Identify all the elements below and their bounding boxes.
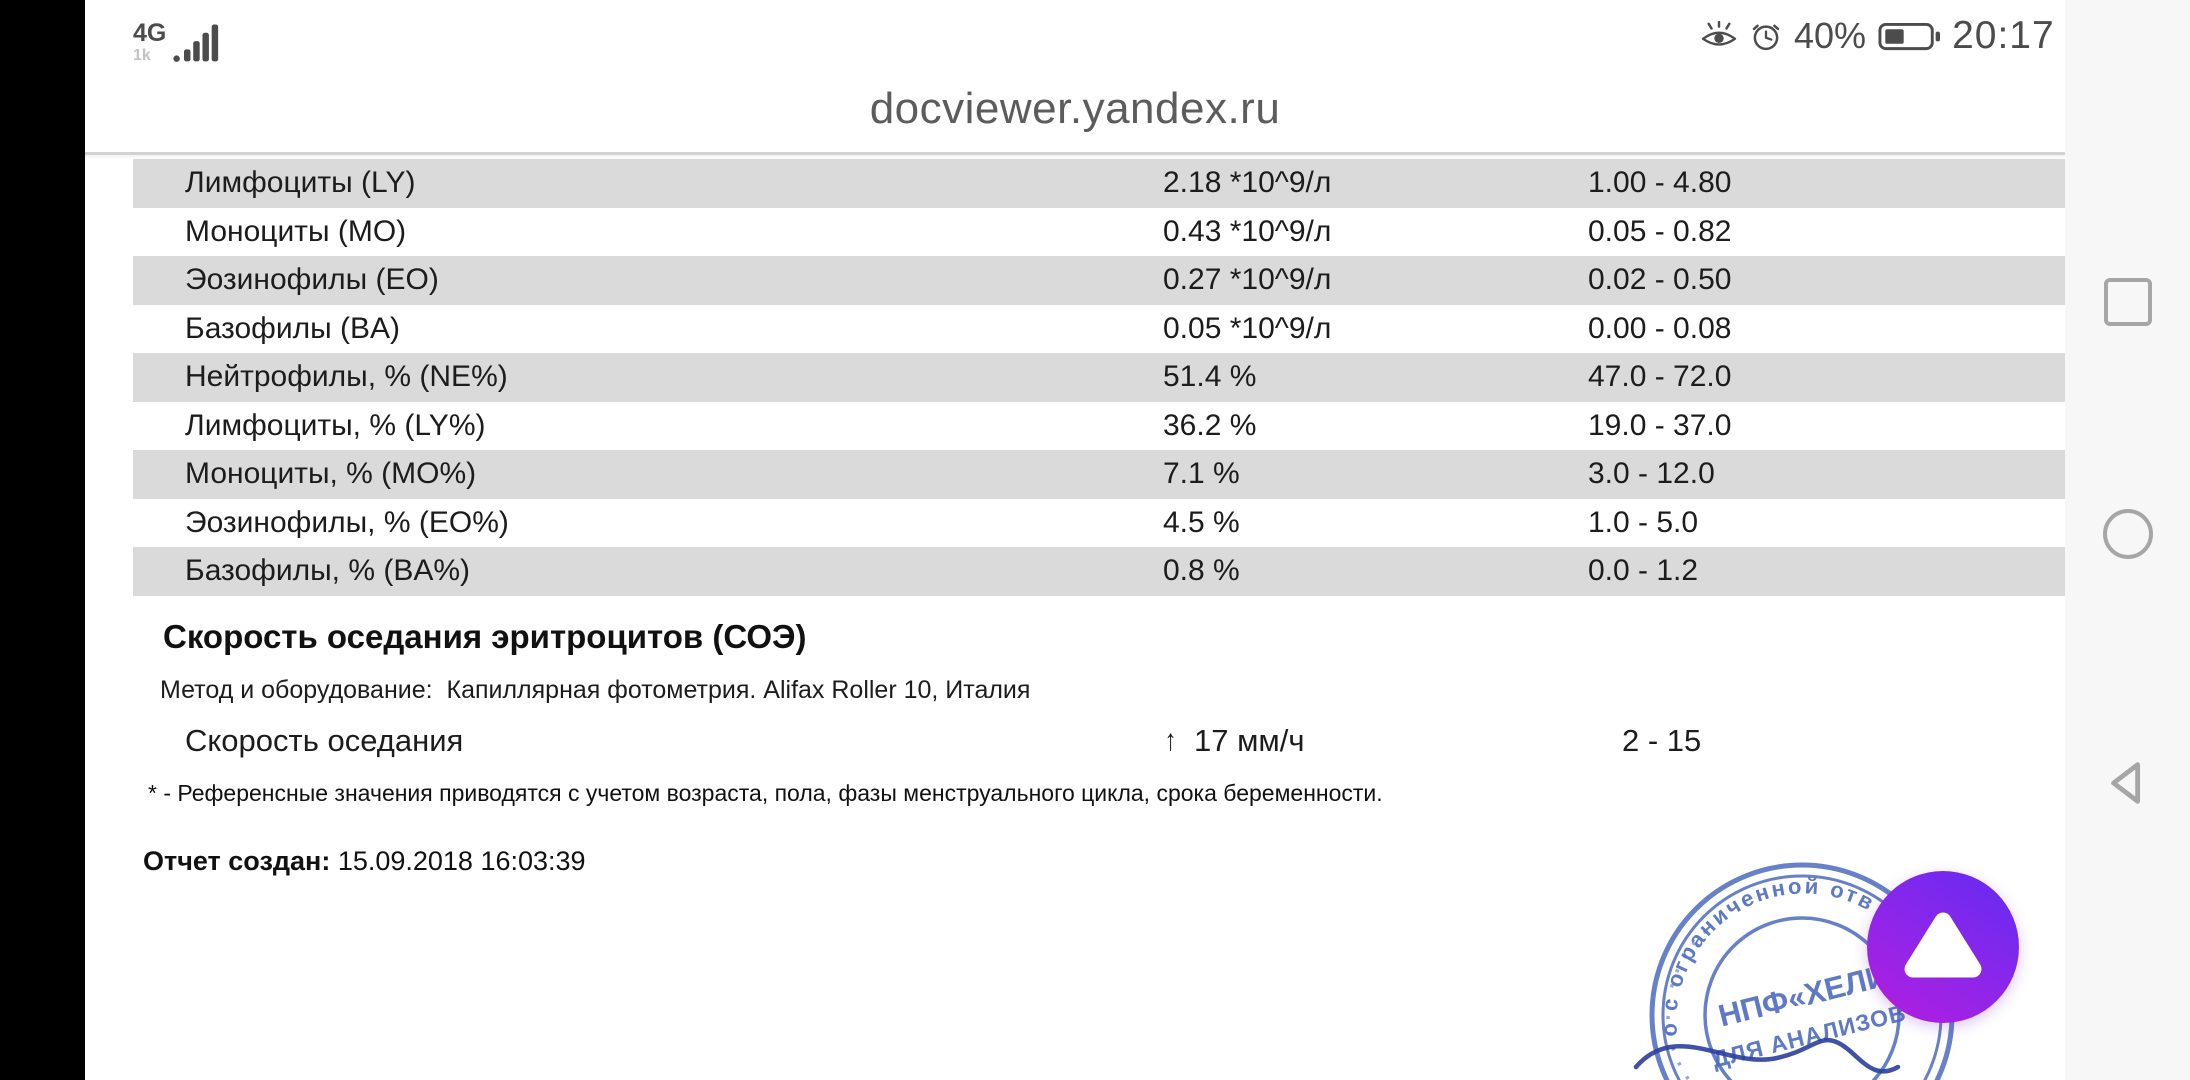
reference-range: 1.0 - 5.0	[1588, 505, 1699, 539]
android-nav-rail	[2065, 0, 2190, 1080]
report-created-label: Отчет создан:	[143, 846, 331, 876]
analyte-name: Эозинофилы, % (EO%)	[185, 505, 509, 539]
table-row: Моноциты (MO) 0.43 *10^9/л 0.05 - 0.82	[133, 208, 2065, 257]
reference-footnote: * - Референсные значения приводятся с уч…	[148, 780, 1383, 806]
battery-icon	[1878, 22, 1941, 50]
table-row: Лимфоциты, % (LY%) 36.2 % 19.0 - 37.0	[133, 402, 2065, 451]
alarm-clock-icon	[1752, 24, 1780, 51]
header-divider	[85, 152, 2065, 155]
reference-range: 0.02 - 0.50	[1588, 263, 1732, 297]
analyte-name: Лимфоциты (LY)	[185, 166, 416, 200]
recents-button[interactable]	[2103, 278, 2152, 326]
result-value: ↑ 17 мм/ч	[1163, 723, 1588, 759]
report-created-line: Отчет создан: 15.09.2018 16:03:39	[143, 846, 586, 877]
esr-section-heading: Скорость оседания эритроцитов (СОЭ)	[163, 618, 807, 655]
eye-comfort-icon	[1701, 21, 1737, 46]
signature-stroke	[1633, 1037, 1901, 1074]
notch-strip	[0, 0, 85, 1080]
table-row: Базофилы, % (BA%) 0.8 % 0.0 - 1.2	[133, 547, 2065, 596]
esr-method-label: Метод и оборудование:	[160, 676, 433, 704]
esr-result-row: Скорость оседания ↑ 17 мм/ч 2 - 15	[133, 716, 2065, 766]
reference-range: 2 - 15	[1622, 723, 1702, 758]
analyte-name: Моноциты (MO)	[185, 214, 407, 248]
network-sub-label: 1k	[133, 47, 151, 64]
analyte-name: Скорость оседания	[185, 723, 464, 758]
table-row: Базофилы (BA) 0.05 *10^9/л 0.00 - 0.08	[133, 305, 2065, 354]
reference-range: 0.0 - 1.2	[1588, 554, 1699, 588]
docviewer-url-title: docviewer.yandex.ru	[869, 84, 1281, 133]
reference-range: 3.0 - 12.0	[1588, 457, 1715, 491]
result-value: 51.4 %	[1163, 360, 1257, 394]
analyte-name: Базофилы (BA)	[185, 311, 400, 345]
table-row: Эозинофилы (EO) 0.27 *10^9/л 0.02 - 0.50	[133, 256, 2065, 305]
signal-bars-icon	[173, 24, 219, 62]
status-bar-left: 4G 1k	[133, 20, 220, 64]
network-indicator: 4G 1k	[133, 21, 166, 64]
alice-assistant-button[interactable]	[1867, 871, 2019, 1023]
reference-range: 1.00 - 4.80	[1588, 166, 1732, 200]
result-value: 2.18 *10^9/л	[1163, 166, 1332, 200]
lab-stamp: о с ограниченной отв НПФ«ХЕЛИ ДЛЯ АНАЛИЗ…	[1633, 862, 1955, 1080]
result-value: 0.05 *10^9/л	[1163, 311, 1332, 345]
analyte-name: Моноциты, % (MO%)	[185, 457, 477, 491]
reference-range: 47.0 - 72.0	[1588, 360, 1732, 394]
esr-method-value: Капиллярная фотометрия. Alifax Roller 10…	[446, 676, 1031, 704]
analyte-name: Лимфоциты, % (LY%)	[185, 408, 486, 442]
result-value: 7.1 %	[1163, 457, 1240, 491]
clock-label: 20:17	[1952, 14, 2055, 57]
result-value: 0.27 *10^9/л	[1163, 263, 1332, 297]
network-type-label: 4G	[133, 19, 167, 47]
esr-method-line: Метод и оборудование: Капиллярная фотоме…	[160, 676, 1030, 705]
table-row: Моноциты, % (MO%) 7.1 % 3.0 - 12.0	[133, 450, 2065, 499]
high-value-arrow-icon: ↑	[1164, 724, 1177, 757]
result-value: 4.5 %	[1163, 505, 1240, 539]
report-created-value: 15.09.2018 16:03:39	[330, 846, 586, 876]
table-row: Лимфоциты (LY) 2.18 *10^9/л 1.00 - 4.80	[133, 159, 2065, 208]
lab-results-table: Лимфоциты (LY) 2.18 *10^9/л 1.00 - 4.80 …	[133, 159, 2065, 596]
analyte-name: Нейтрофилы, % (NE%)	[185, 360, 508, 394]
reference-range: 0.00 - 0.08	[1588, 311, 1732, 345]
alice-logo-icon	[1904, 912, 1982, 978]
esr-value-text: 17 мм/ч	[1194, 723, 1305, 758]
reference-range: 19.0 - 37.0	[1588, 408, 1732, 442]
table-row: Нейтрофилы, % (NE%) 51.4 % 47.0 - 72.0	[133, 353, 2065, 402]
analyte-name: Базофилы, % (BA%)	[185, 554, 470, 588]
reference-range: 0.05 - 0.82	[1588, 214, 1732, 248]
status-bar-right: 40% 20:17	[1700, 14, 2055, 58]
table-row: Эозинофилы, % (EO%) 4.5 % 1.0 - 5.0	[133, 499, 2065, 548]
result-value: 36.2 %	[1163, 408, 1257, 442]
back-button[interactable]	[2101, 755, 2155, 811]
analyte-name: Эозинофилы (EO)	[185, 263, 439, 297]
result-value: 0.8 %	[1163, 554, 1240, 588]
battery-percent-label: 40%	[1794, 15, 1867, 56]
home-button[interactable]	[2102, 509, 2153, 559]
result-value: 0.43 *10^9/л	[1163, 214, 1332, 248]
